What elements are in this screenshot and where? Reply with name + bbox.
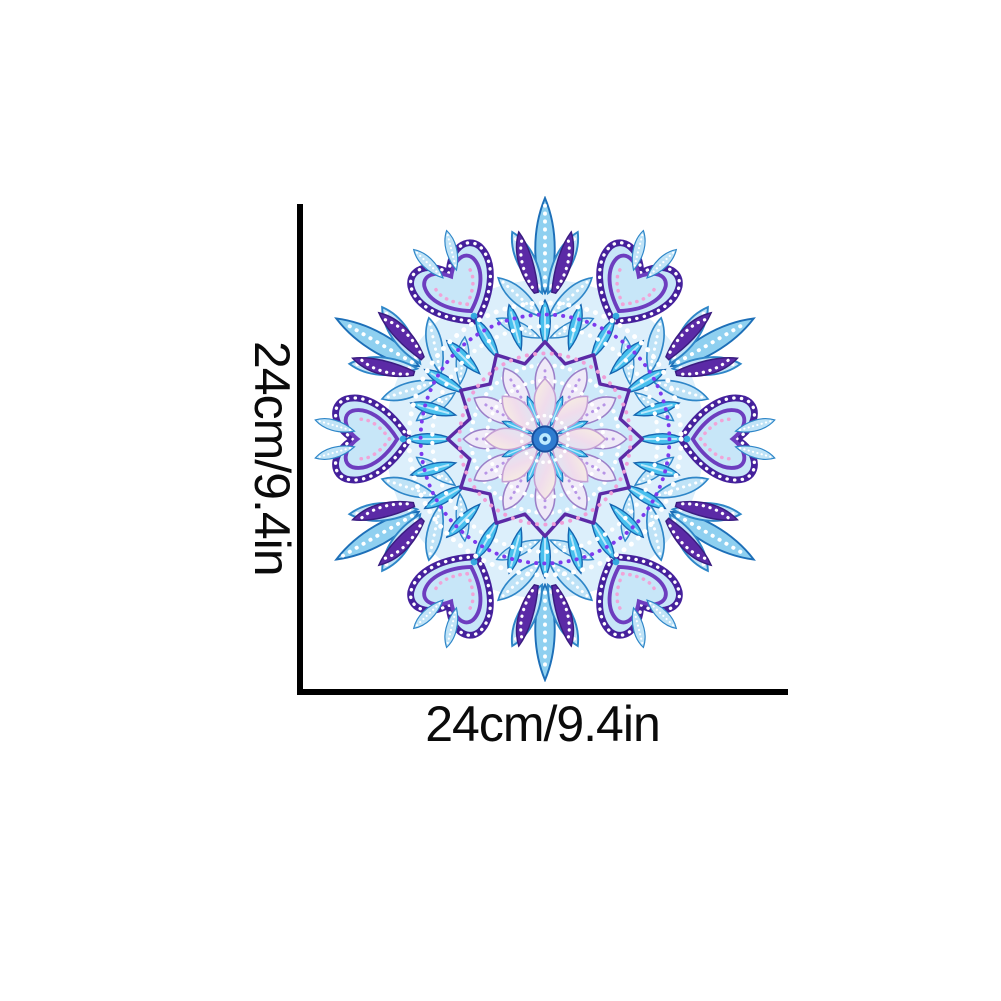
width-dimension-label: 24cm/9.4in [425,696,661,752]
vertical-dimension-line [297,204,303,695]
height-dimension-label: 24cm/9.4in [244,341,300,576]
horizontal-dimension-line [297,689,788,695]
snowflake-mandala-image [302,196,788,682]
